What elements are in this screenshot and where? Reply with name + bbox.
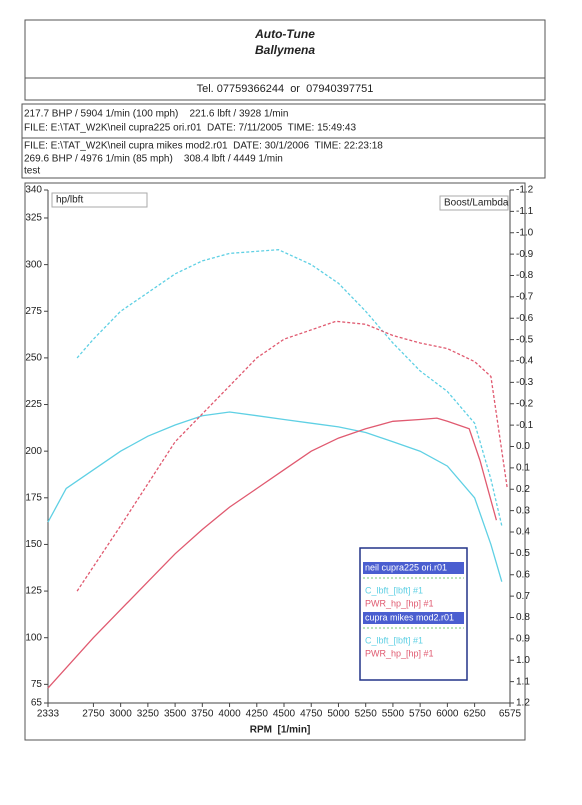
y-tick-label: 75	[31, 679, 43, 690]
y-tick-label: 340	[25, 185, 42, 196]
y2-tick-label: 0.1	[516, 463, 530, 474]
y-tick-label: 250	[25, 353, 42, 364]
y2-tick-label: 0.2	[516, 484, 530, 495]
y-axis-label: hp/lbft	[56, 195, 83, 206]
header-title: Auto-Tune	[254, 27, 315, 41]
x-tick-label: 6250	[463, 709, 486, 720]
header-box	[24, 19, 546, 101]
y2-tick-label: -1.0	[516, 227, 534, 238]
y-tick-label: 200	[25, 446, 42, 457]
legend-entry: C_lbft_[lbft] #1	[365, 635, 423, 645]
x-tick-label: 3000	[110, 709, 133, 720]
x-tick-label: 4750	[300, 709, 323, 720]
x-tick-label: 2333	[37, 709, 60, 720]
y2-tick-label: 1.2	[516, 698, 530, 709]
y2-tick-label: -0.1	[516, 420, 534, 431]
legend-title-bg	[363, 562, 464, 574]
y2-tick-label: 0.0	[516, 441, 530, 452]
y2-tick-label: -0.5	[516, 334, 534, 345]
y2-tick-label: 0.6	[516, 569, 530, 580]
x-tick-label: 4000	[218, 709, 241, 720]
y2-tick-label: -1.2	[516, 185, 534, 196]
y-tick-label: 225	[25, 399, 42, 410]
y2-tick-label: -0.2	[516, 398, 534, 409]
y-tick-label: 300	[25, 259, 42, 270]
x-tick-label: 3750	[191, 709, 214, 720]
header-subtitle: Ballymena	[255, 43, 315, 57]
x-tick-label: 2750	[82, 709, 105, 720]
y2-tick-label: 0.9	[516, 634, 530, 645]
x-tick-label: 6000	[436, 709, 459, 720]
y2-label-box	[439, 195, 509, 211]
info-line: 217.7 BHP / 5904 1/min (100 mph) 221.6 l…	[24, 109, 288, 120]
y-tick-label: 150	[25, 539, 42, 550]
info-line: 269.6 BHP / 4976 1/min (85 mph) 308.4 lb…	[24, 154, 283, 165]
x-tick-label: 6575	[499, 709, 522, 720]
y-tick-label: 175	[25, 492, 42, 503]
info-line: FILE: E:\TAT_W2K\neil cupra225 ori.r01 D…	[24, 123, 356, 134]
y2-tick-label: -1.1	[516, 206, 534, 217]
y-tick-label: 125	[25, 586, 42, 597]
y-tick-label: 65	[31, 698, 43, 709]
x-tick-label: 5000	[327, 709, 350, 720]
y2-axis-label: Boost/Lambda	[444, 198, 509, 209]
header-phone: Tel. 07759366244 or 07940397751	[197, 83, 374, 95]
y2-tick-label: 1.0	[516, 655, 530, 666]
x-tick-label: 5750	[409, 709, 432, 720]
y2-tick-label: 0.3	[516, 505, 530, 516]
y2-tick-label: 0.7	[516, 591, 530, 602]
x-axis-label: RPM [1/min]	[250, 725, 311, 736]
x-tick-label: 4500	[273, 709, 296, 720]
series-line	[76, 249, 503, 526]
chart-frame	[24, 182, 526, 741]
y2-tick-label: 0.4	[516, 527, 530, 538]
y2-tick-label: -0.9	[516, 249, 534, 260]
legend-entry: PWR_hp_[hp] #1	[365, 648, 434, 658]
x-tick-label: 3250	[137, 709, 160, 720]
info-line: test	[24, 166, 40, 177]
y-tick-label: 325	[25, 213, 42, 224]
y2-tick-label: 0.8	[516, 612, 530, 623]
x-tick-label: 5500	[382, 709, 405, 720]
y2-tick-label: -0.7	[516, 292, 534, 303]
x-tick-label: 5250	[355, 709, 378, 720]
y2-tick-label: 0.5	[516, 548, 530, 559]
x-tick-label: 4250	[246, 709, 269, 720]
legend-entry: C_lbft_[lbft] #1	[365, 585, 423, 595]
y-tick-label: 275	[25, 306, 42, 317]
y2-tick-label: 1.1	[516, 676, 530, 687]
series-line	[47, 417, 498, 689]
legend-title: neil cupra225 ori.r01	[365, 562, 447, 572]
info-box-2	[21, 137, 546, 179]
series-line	[47, 411, 503, 582]
legend-entry: PWR_hp_[hp] #1	[365, 598, 434, 608]
y2-tick-label: -0.3	[516, 377, 534, 388]
y2-tick-label: -0.4	[516, 356, 534, 367]
info-line: FILE: E:\TAT_W2K\neil cupra mikes mod2.r…	[24, 141, 383, 152]
x-tick-label: 3500	[164, 709, 187, 720]
y2-tick-label: -0.6	[516, 313, 534, 324]
legend-title-bg	[363, 612, 464, 624]
y2-tick-label: -0.8	[516, 270, 534, 281]
y-label-box	[51, 192, 148, 208]
legend-title: cupra mikes mod2.r01	[365, 612, 454, 622]
y-tick-label: 100	[25, 632, 42, 643]
